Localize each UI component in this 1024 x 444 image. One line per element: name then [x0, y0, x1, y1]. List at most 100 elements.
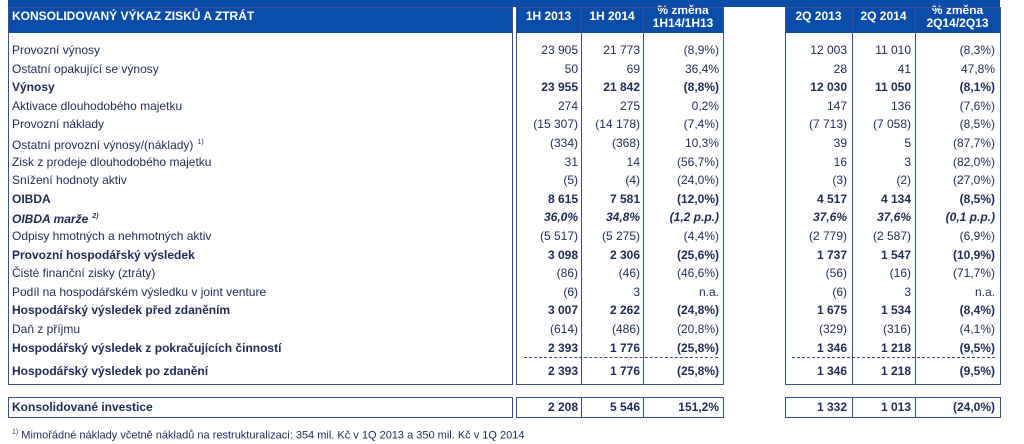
header-gap	[723, 7, 785, 41]
cell-1h-2014: (4)	[625, 173, 640, 187]
cell-2q-change: (0,1 p.p.)	[945, 210, 995, 224]
cell-2q-2014: 1 218	[880, 341, 911, 355]
cell-2q-2013: (56)	[825, 266, 847, 280]
cell-1h-change: (25,8%)	[676, 364, 719, 378]
cell-2q-2014: 3	[904, 155, 911, 169]
row-label-text: Odpisy hmotných a nehmotných aktiv	[12, 229, 212, 243]
cell-2q-change: (7,6%)	[959, 99, 995, 113]
table-row: Provozní výnosy 23 905 21 773 (8,9%) 12 003 1…	[0, 41, 1024, 59]
cell-2q-2014: (16)	[889, 266, 911, 280]
table-row: Odpisy hmotných a nehmotných aktiv (5 517…	[0, 227, 1024, 245]
cell-1h-change: (46,6%)	[676, 266, 719, 280]
cell-2q-change: (10,9%)	[952, 248, 995, 262]
cell-1h-2014: 14	[626, 155, 640, 169]
separator	[524, 357, 718, 358]
cell-2q-2013: 16	[833, 155, 847, 169]
row-label: Daň z příjmu	[12, 320, 80, 338]
cell-2q-2014: (2)	[896, 173, 911, 187]
header-1h-change: % změna 1H14/1H13	[643, 0, 723, 33]
footnote-marker: 1)	[12, 429, 19, 436]
header-1h-group: 1H 2013 1H 2014 % změna 1H14/1H13	[516, 0, 723, 33]
cell-1h-2014: 2 306	[609, 248, 640, 262]
row-label-text: Výnosy	[12, 80, 55, 94]
cell-1h-2014: 2 262	[609, 303, 640, 317]
separator	[792, 357, 995, 358]
label-panel	[8, 7, 513, 385]
cell-2q-change: (8,5%)	[959, 117, 995, 131]
row-label-text: Zisk z prodeje dlouhodobého majetku	[12, 155, 212, 169]
investment-1h-2013: 2 208	[547, 400, 578, 414]
cell-1h-2014: (46)	[618, 266, 640, 280]
cell-1h-2013: 31	[564, 155, 578, 169]
cell-2q-2014: (2 587)	[872, 229, 911, 243]
investment-2q-2014: 1 013	[880, 400, 911, 414]
cell-1h-2013: (6)	[563, 285, 578, 299]
row-label-text: Podíl na hospodářském výsledku v joint v…	[12, 285, 267, 299]
cell-1h-change: (20,8%)	[676, 322, 719, 336]
cell-1h-2014: 7 581	[609, 192, 640, 206]
cell-1h-2013: (15 307)	[533, 117, 578, 131]
row-label: Ostatní provozní výnosy/(náklady) 1)	[12, 134, 204, 154]
investment-2q-2013: 1 332	[816, 400, 847, 414]
footnote-ref: 1)	[197, 139, 204, 146]
cell-2q-change: (4,1%)	[959, 322, 995, 336]
h1-panel	[516, 7, 724, 385]
q2-panel	[785, 7, 1001, 385]
col-divider	[852, 8, 853, 384]
cell-2q-change: (8,4%)	[959, 303, 995, 317]
cell-2q-2013: 39	[833, 136, 847, 150]
row-label: Provozní hospodářský výsledek	[12, 246, 195, 264]
cell-2q-change: (6,9%)	[959, 229, 995, 243]
cell-2q-change: (27,0%)	[952, 173, 995, 187]
cell-1h-2013: 3 007	[547, 303, 578, 317]
cell-2q-2013: 147	[826, 99, 847, 113]
cell-1h-change: (56,7%)	[676, 155, 719, 169]
table-row: Výnosy 23 955 21 842 (8,8%) 12 030 11 050 (8,1…	[0, 78, 1024, 96]
cell-1h-2014: (368)	[611, 136, 640, 150]
table-row: Hospodářský výsledek po zdanění 2 393 1 77…	[0, 362, 1024, 380]
cell-2q-2013: 37,6%	[812, 210, 847, 224]
cell-2q-change: (82,0%)	[952, 155, 995, 169]
row-label: Čisté finanční zisky (ztráty)	[12, 264, 155, 282]
cell-1h-change: (1,2 p.p.)	[669, 210, 719, 224]
header-2q-change-line1: % změna	[931, 2, 984, 17]
cell-2q-2014: 1 218	[880, 364, 911, 378]
row-label-text: Ostatní provozní výnosy/(náklady)	[12, 138, 194, 152]
cell-1h-2014: 34,8%	[605, 210, 640, 224]
cell-1h-2013: 36,0%	[543, 210, 578, 224]
header-title-cell: KONSOLIDOVANÝ VÝKAZ ZISKŮ A ZTRÁT	[8, 0, 512, 33]
report-title: KONSOLIDOVANÝ VÝKAZ ZISKŮ A ZTRÁT	[12, 9, 255, 23]
header-2q-change: % změna 2Q14/2Q13	[915, 0, 1000, 33]
cell-1h-change: 0,2%	[691, 99, 719, 113]
cell-2q-2013: 1 737	[816, 248, 847, 262]
cell-1h-2013: 2 393	[547, 341, 578, 355]
cell-2q-2013: 1 675	[816, 303, 847, 317]
table-row: Hospodářský výsledek z pokračujících čin…	[0, 339, 1024, 357]
cell-1h-change: (12,0%)	[676, 192, 719, 206]
cell-1h-2013: 8 615	[547, 192, 578, 206]
row-label: OIBDA marže 2)	[12, 208, 98, 228]
cell-1h-2014: (14 178)	[595, 117, 640, 131]
footnote: 1) Mimořádné náklady včetně nákladů na r…	[12, 429, 525, 442]
cell-1h-2014: 69	[626, 62, 640, 76]
row-label-text: Čisté finanční zisky (ztráty)	[12, 266, 156, 280]
cell-1h-2014: (486)	[611, 322, 640, 336]
row-label-text: OIBDA marže	[12, 212, 89, 226]
row-label: Výnosy	[12, 78, 55, 96]
row-label: Odpisy hmotných a nehmotných aktiv	[12, 227, 211, 245]
cell-2q-2013: (2 779)	[808, 229, 847, 243]
row-label: Snížení hodnoty aktiv	[12, 171, 127, 189]
cell-2q-2013: 1 346	[816, 364, 847, 378]
cell-1h-change: (24,0%)	[676, 173, 719, 187]
cell-1h-2013: (614)	[549, 322, 578, 336]
cell-1h-change: (4,4%)	[683, 229, 719, 243]
cell-1h-2013: (86)	[556, 266, 578, 280]
cell-1h-change: 10,3%	[684, 136, 719, 150]
cell-2q-2014: 11 010	[875, 43, 911, 57]
header-2q-2013: 2Q 2013	[795, 9, 842, 23]
header-gap	[512, 7, 516, 41]
table-row: OIBDA 8 615 7 581 (12,0%) 4 517 4 134 (8,5%)	[0, 190, 1024, 208]
row-label: OIBDA	[12, 190, 51, 208]
cell-2q-change: (87,7%)	[952, 136, 995, 150]
cell-1h-2013: 2 393	[547, 364, 578, 378]
